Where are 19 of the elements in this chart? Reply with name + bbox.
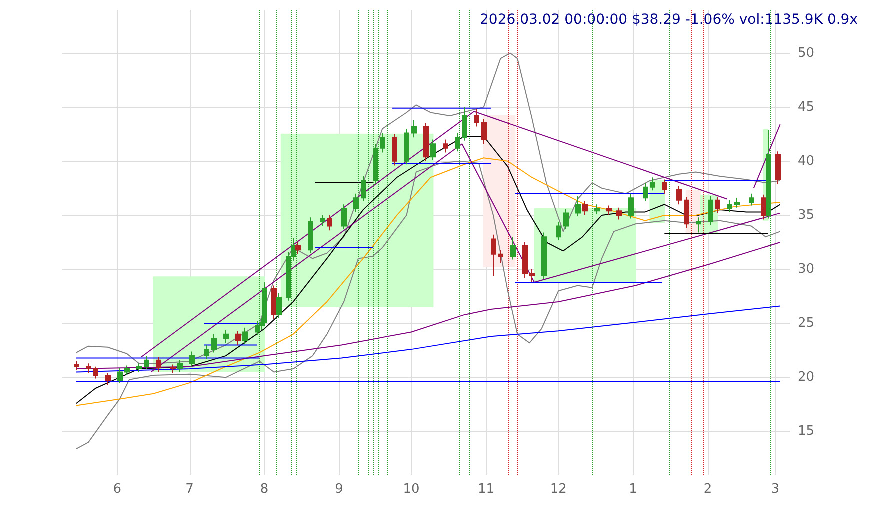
x-tick-label: 1: [629, 482, 638, 497]
x-tick-label: 9: [335, 482, 344, 497]
x-tick-label: 12: [550, 482, 567, 497]
y-tick-label: 25: [798, 316, 815, 332]
x-tick-label: 6: [113, 482, 122, 497]
y-tick-label: 50: [798, 46, 815, 61]
y-tick-label: 15: [798, 424, 815, 440]
y-tick-label: 35: [798, 208, 815, 223]
x-tick-label: 8: [260, 482, 269, 497]
x-tick-label: 10: [403, 482, 420, 497]
y-tick-label: 40: [798, 154, 815, 169]
x-tick-label: 7: [186, 482, 194, 497]
y-tick-label: 45: [798, 100, 815, 115]
x-tick-label: 2: [704, 482, 712, 497]
x-tick-label: 3: [771, 482, 780, 497]
chart-title: 2026.03.02 00:00:00 $38.29 -1.06% vol:1135.9K 0.9x: [480, 12, 858, 28]
x-tick-label: 11: [478, 482, 495, 497]
y-tick-label: 20: [798, 370, 815, 386]
y-tick-label: 30: [798, 262, 815, 278]
